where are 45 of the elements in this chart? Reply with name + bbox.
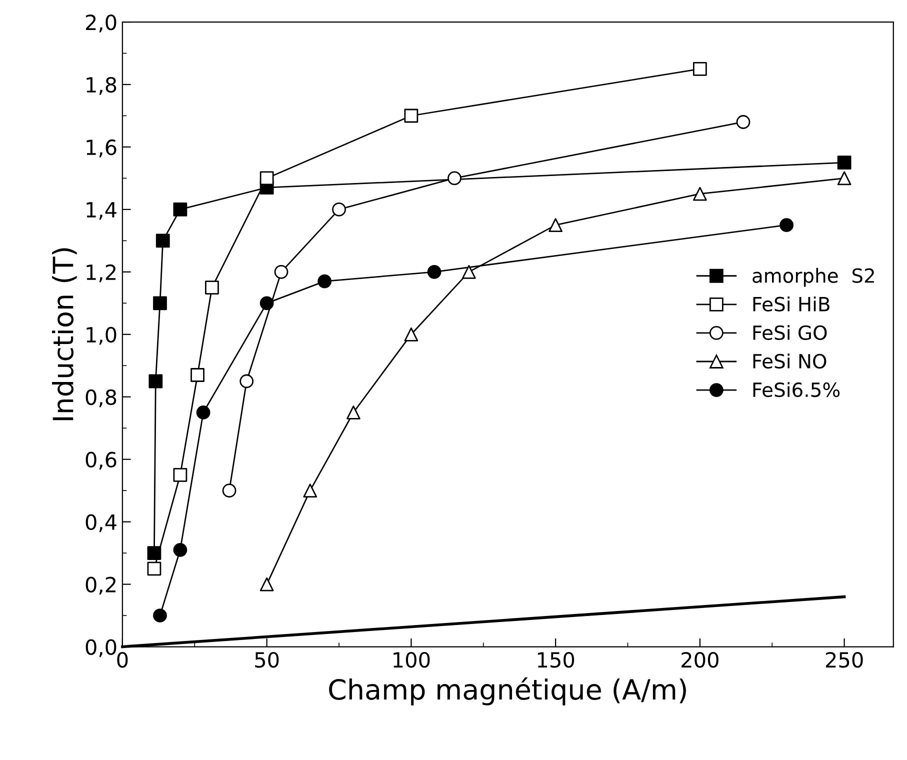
- point: [173, 202, 188, 216]
- x-tick-label: 200: [682, 652, 718, 668]
- y-tick-label: 1,6: [86, 139, 116, 158]
- point: [404, 108, 418, 123]
- y-tick-label: 0,2: [86, 576, 116, 595]
- y-axis-title: Induction (T): [52, 248, 77, 420]
- point: [692, 62, 707, 76]
- point: [147, 562, 162, 576]
- y-tick-label: 1,0: [86, 326, 116, 345]
- y-tick-label: 0,8: [86, 389, 116, 408]
- point: [148, 374, 163, 388]
- point: [303, 484, 318, 498]
- legend-label: FeSi GO: [753, 324, 827, 340]
- point: [837, 156, 852, 170]
- legend-label: FeSi NO: [753, 354, 826, 369]
- x-axis-title: Champ magnétique (A/m): [329, 677, 686, 706]
- x-tick-label: 50: [255, 652, 279, 668]
- point: [692, 186, 707, 201]
- point: [548, 218, 563, 232]
- x-tick-label: 0: [117, 652, 128, 668]
- y-tick-label: 0,0: [86, 639, 116, 658]
- point: [205, 280, 219, 294]
- point: [404, 327, 418, 342]
- y-tick-label: 1,8: [86, 76, 116, 95]
- point: [837, 171, 852, 186]
- point: [153, 296, 167, 310]
- y-tick-label: 0,4: [86, 514, 116, 532]
- y-tick-label: 0,6: [86, 452, 116, 470]
- point: [346, 406, 360, 420]
- x-tick-label: 250: [826, 652, 863, 668]
- point: [462, 264, 476, 279]
- point: [173, 468, 188, 482]
- x-tick-label: 150: [538, 652, 574, 668]
- point: [260, 577, 274, 592]
- y-tick-label: 1,4: [86, 202, 116, 220]
- legend-label: amorphe S2: [752, 268, 874, 287]
- y-tick-label: 1,2: [86, 264, 116, 282]
- legend-label: FeSi6.5%: [753, 382, 840, 398]
- point: [190, 368, 204, 382]
- legend-label: FeSi HiB: [753, 296, 830, 312]
- x-tick-label: 100: [394, 652, 430, 668]
- point: [156, 234, 170, 248]
- point: [260, 171, 274, 186]
- y-tick-label: 2,0: [86, 14, 116, 32]
- point: [147, 546, 162, 560]
